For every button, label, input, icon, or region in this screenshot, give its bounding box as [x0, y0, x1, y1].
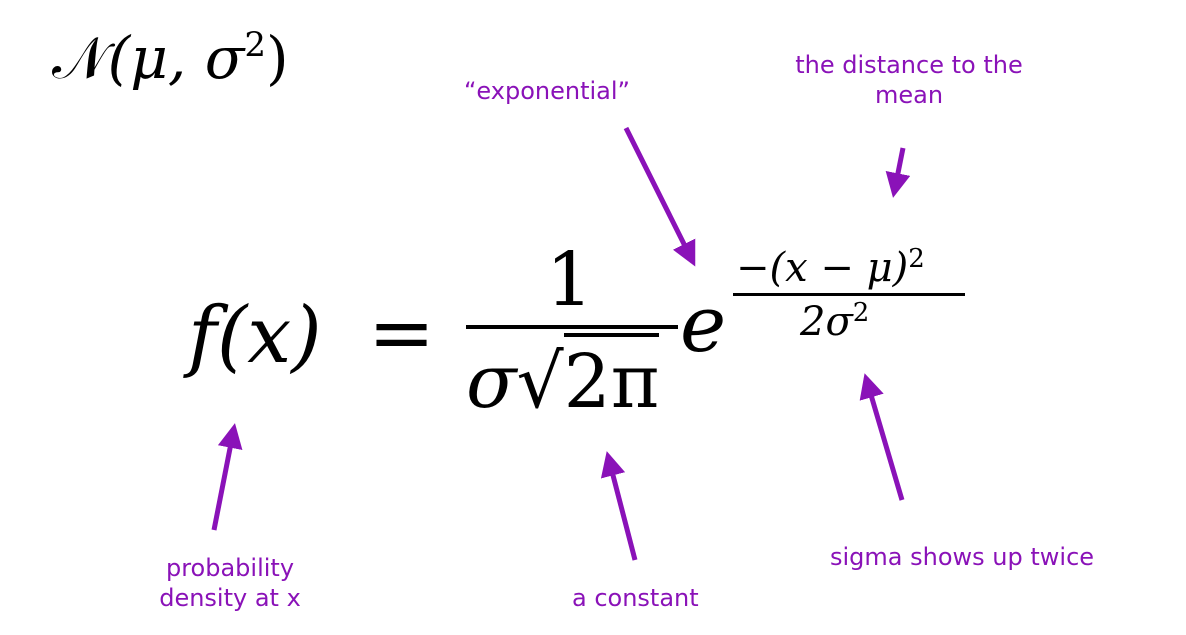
annotation-probability: probability density at x	[140, 553, 320, 613]
annotation-distance-line1: the distance to the	[795, 51, 1023, 79]
arrow-probability	[211, 423, 243, 531]
annotation-probability-line2: density at x	[159, 584, 301, 612]
fraction-numerator: 1	[546, 237, 594, 323]
normal-notation: 𝒩(μ, σ2)	[52, 28, 289, 87]
normal-args: (μ, σ	[107, 24, 245, 92]
exponent-denominator-power: 2	[852, 298, 870, 328]
annotation-distance: the distance to the mean	[779, 50, 1039, 110]
annotation-sigma-twice: sigma shows up twice	[830, 543, 1095, 571]
normal-symbol: 𝒩	[52, 24, 108, 92]
fraction-bar	[466, 325, 678, 329]
exponent-numerator-text: −(x − μ)	[736, 245, 909, 291]
annotation-exponential: “exponential”	[464, 77, 630, 105]
exponent-denominator-text: 2σ	[800, 299, 853, 345]
annotation-probability-line1: probability	[165, 554, 295, 582]
normal-close: )	[266, 24, 289, 92]
formula-lhs: f(x)	[188, 291, 322, 381]
exponent-numerator: −(x − μ)2	[736, 246, 925, 288]
annotation-constant: a constant	[572, 584, 699, 612]
exponent-fraction-bar	[733, 293, 965, 296]
arrow-sigma-twice	[859, 373, 905, 501]
sqrt-sign: √	[516, 339, 564, 425]
annotation-distance-line2: mean	[874, 81, 944, 109]
exponent-numerator-power: 2	[908, 244, 925, 274]
arrow-constant	[600, 451, 638, 561]
arrow-exponential	[623, 126, 696, 267]
formula-equals: =	[368, 286, 436, 379]
fraction-denominator: σ√2π	[466, 333, 660, 425]
arrow-distance	[885, 147, 911, 198]
sqrt-content: 2π	[563, 333, 660, 425]
denominator-sigma: σ	[466, 339, 517, 425]
normal-power: 2	[244, 25, 267, 65]
exponent-denominator: 2σ2	[800, 300, 869, 342]
exponential-base: e	[680, 280, 727, 370]
